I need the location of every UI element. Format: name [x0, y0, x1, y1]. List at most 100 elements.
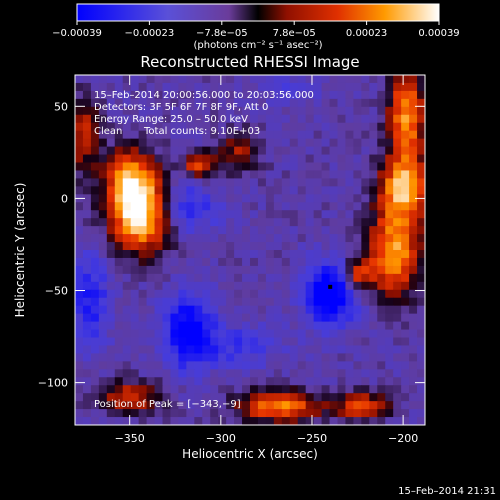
heatmap-cell: [393, 114, 402, 124]
heatmap-cell: [234, 353, 243, 362]
heatmap-cell: [154, 130, 163, 140]
heatmap-cell: [361, 114, 370, 124]
heatmap-cell: [393, 321, 402, 331]
heatmap-cell: [122, 393, 132, 402]
heatmap-cell: [210, 361, 219, 370]
heatmap-cell: [377, 130, 386, 140]
heatmap-cell: [297, 377, 307, 386]
heatmap-cell: [265, 273, 275, 283]
heatmap-cell: [305, 90, 315, 100]
heatmap-cell: [90, 297, 100, 307]
heatmap-cell: [242, 242, 251, 251]
heatmap-cell: [385, 170, 394, 179]
heatmap-cell: [313, 138, 323, 148]
heatmap-cell: [170, 353, 179, 362]
heatmap-cell: [114, 130, 124, 140]
heatmap-cell: [154, 297, 163, 307]
heatmap-cell: [281, 257, 291, 267]
heatmap-cell: [353, 234, 362, 243]
heatmap-cell: [369, 353, 378, 362]
heatmap-cell: [417, 146, 426, 156]
heatmap-cell: [186, 329, 195, 338]
heatmap-cell: [393, 377, 402, 386]
heatmap-cell: [226, 162, 235, 171]
heatmap-cell: [75, 178, 84, 187]
heatmap-cell: [361, 250, 370, 259]
heatmap-cell: [170, 146, 179, 156]
heatmap-cell: [234, 385, 243, 394]
heatmap-cell: [393, 146, 402, 156]
heatmap-cell: [170, 417, 179, 426]
heatmap-cell: [401, 289, 410, 299]
colorbar-unit-label: (photons cm⁻² s⁻¹ asec⁻²): [193, 40, 322, 51]
heatmap-cell: [146, 130, 156, 140]
heatmap-cell: [234, 377, 243, 386]
heatmap-cell: [329, 218, 338, 227]
heatmap-cell: [297, 162, 307, 171]
heatmap-cell: [361, 265, 370, 275]
heatmap-cell: [90, 265, 100, 275]
heatmap-cell: [162, 178, 171, 187]
heatmap-cell: [178, 281, 187, 291]
heatmap-cell: [385, 146, 394, 156]
heatmap-cell: [75, 186, 84, 195]
heatmap-cell: [114, 106, 124, 116]
heatmap-cell: [393, 234, 402, 243]
heatmap-cell: [345, 289, 354, 299]
heatmap-cell: [250, 353, 259, 362]
heatmap-cell: [75, 234, 84, 243]
heatmap-cell: [194, 90, 203, 100]
heatmap-cell: [90, 401, 100, 410]
heatmap-cell: [401, 114, 410, 124]
heatmap-cell: [257, 393, 267, 402]
heatmap-cell: [273, 114, 283, 124]
heatmap-cell: [281, 242, 291, 251]
heatmap-cell: [242, 122, 251, 132]
x-tick-label: −350: [115, 432, 145, 445]
heatmap-cell: [401, 281, 410, 291]
heatmap-cell: [265, 226, 275, 235]
heatmap-cell: [226, 401, 235, 410]
heatmap-cell: [194, 321, 203, 331]
heatmap-cell: [369, 186, 378, 195]
heatmap-cell: [234, 281, 243, 291]
heatmap-cell: [417, 401, 426, 410]
heatmap-cell: [186, 75, 195, 84]
heatmap-cell: [393, 162, 402, 171]
heatmap-cell: [361, 106, 370, 116]
heatmap-cell: [257, 329, 267, 338]
heatmap-cell: [242, 162, 251, 171]
heatmap-cell: [369, 178, 378, 187]
heatmap-cell: [226, 329, 235, 338]
heatmap-cell: [122, 178, 132, 187]
heatmap-cell: [98, 337, 108, 346]
heatmap-cell: [401, 417, 410, 426]
heatmap-cell: [321, 417, 331, 426]
heatmap-cell: [353, 202, 362, 211]
heatmap-cell: [257, 265, 267, 275]
heatmap-cell: [210, 321, 219, 331]
heatmap-cell: [154, 289, 163, 299]
heatmap-cell: [265, 114, 275, 124]
heatmap-cell: [313, 170, 323, 179]
heatmap-cell: [337, 202, 346, 211]
heatmap-cell: [226, 82, 235, 92]
heatmap-cell: [82, 202, 92, 211]
heatmap-cell: [377, 154, 386, 163]
heatmap-cell: [385, 409, 394, 418]
heatmap-cell: [305, 178, 315, 187]
heatmap-cell: [409, 353, 418, 362]
heatmap-cell: [417, 257, 426, 267]
heatmap-cell: [409, 122, 418, 132]
heatmap-cell: [170, 130, 179, 140]
heatmap-cell: [337, 98, 346, 108]
heatmap-cell: [305, 305, 315, 315]
heatmap-cell: [257, 170, 267, 179]
heatmap-cell: [122, 138, 132, 148]
heatmap-cell: [122, 273, 132, 283]
heatmap-cell: [321, 178, 331, 187]
heatmap-cell: [138, 218, 148, 227]
heatmap-cell: [329, 98, 338, 108]
heatmap-cell: [122, 377, 132, 386]
heatmap-cell: [297, 289, 307, 299]
